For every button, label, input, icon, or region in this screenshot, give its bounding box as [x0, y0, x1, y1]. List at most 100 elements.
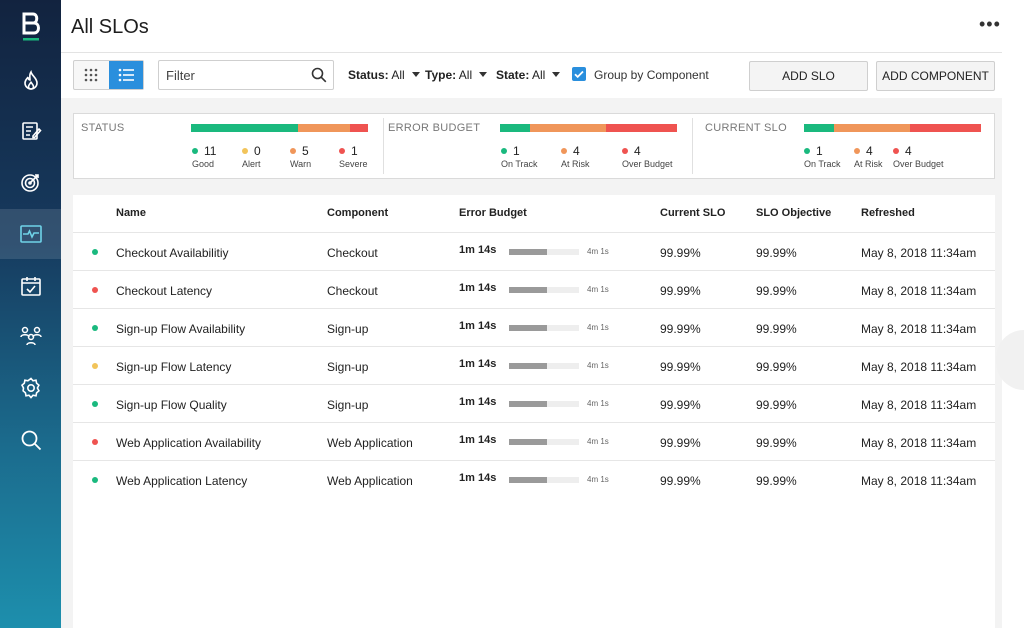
refreshed-timestamp: May 8, 2018 11:34am [861, 360, 977, 374]
nav-targets[interactable] [0, 157, 61, 207]
table-row[interactable]: Sign-up Flow Availability Sign-up 1m 14s 4m… [73, 308, 995, 346]
current-slo-at-risk[interactable]: 4 At Risk [854, 144, 883, 169]
table-row[interactable]: Web Application Latency Web Application 1m… [73, 460, 995, 498]
table-row[interactable]: Checkout Availabilitiy Checkout 1m 14s 4m 1… [73, 232, 995, 270]
slo-component: Web Application [327, 474, 413, 488]
refreshed-timestamp: May 8, 2018 11:34am [861, 474, 977, 488]
current-slo-bar-over-budget [910, 124, 981, 132]
status-warn-count: 5 [302, 144, 309, 158]
status-dot [804, 148, 810, 154]
more-options-icon[interactable]: ••• [979, 14, 1001, 34]
error-budget-bar-fill [509, 325, 547, 331]
error-budget-bar [509, 363, 579, 369]
search-icon[interactable] [311, 67, 327, 83]
status-indicator-dot [92, 401, 98, 407]
error-budget-bar-fill [509, 363, 547, 369]
error-budget-total: 4m 1s [587, 437, 609, 446]
current-slo-value: 99.99% [660, 246, 701, 260]
chevron-down-icon [411, 72, 420, 77]
summary-divider [692, 118, 693, 174]
filter-input[interactable] [159, 61, 299, 89]
refreshed-timestamp: May 8, 2018 11:34am [861, 436, 977, 450]
error-budget-total: 4m 1s [587, 285, 609, 294]
status-dot [290, 148, 296, 154]
status-indicator-dot [92, 363, 98, 369]
error-budget-used: 1m 14s [459, 434, 497, 446]
error-budget-at-risk[interactable]: 4 At Risk [561, 144, 590, 169]
column-header-refreshed[interactable]: Refreshed [861, 207, 915, 219]
current-slo-value: 99.99% [660, 436, 701, 450]
nav-incidents[interactable] [0, 56, 61, 106]
current-slo-summary-bar [804, 124, 981, 132]
error-budget-on-track[interactable]: 1 On Track [501, 144, 538, 169]
state-dropdown[interactable]: State: All [496, 68, 561, 82]
column-header-error-budget[interactable]: Error Budget [459, 207, 527, 219]
table-row[interactable]: Web Application Availability Web Applicat… [73, 422, 995, 460]
search-icon [21, 430, 41, 451]
slo-objective-value: 99.99% [756, 322, 797, 336]
grid-view-button[interactable] [74, 61, 109, 89]
view-toggle [73, 60, 144, 90]
slo-objective-value: 99.99% [756, 436, 797, 450]
status-dot [893, 148, 899, 154]
status-dot [561, 148, 567, 154]
table-row[interactable]: Checkout Latency Checkout 1m 14s 4m 1s 99.99… [73, 270, 995, 308]
group-by-component-label[interactable]: Group by Component [594, 68, 709, 82]
checklist-edit-icon [21, 122, 42, 140]
refreshed-timestamp: May 8, 2018 11:34am [861, 284, 977, 298]
status-dropdown[interactable]: Status: All [348, 68, 420, 82]
status-alert[interactable]: 0 Alert [242, 144, 261, 169]
nav-slos[interactable] [0, 209, 61, 259]
slo-name: Sign-up Flow Latency [116, 360, 232, 374]
checkmark-icon [574, 70, 584, 79]
add-component-button[interactable]: ADD COMPONENT [876, 61, 995, 91]
column-header-current-slo[interactable]: Current SLO [660, 207, 726, 219]
status-dot [501, 148, 507, 154]
status-good[interactable]: 11 Good [192, 144, 216, 169]
current-slo-on-track-count: 1 [816, 144, 823, 158]
status-severe[interactable]: 1 Severe [339, 144, 368, 169]
status-dot [339, 148, 345, 154]
error-budget-bar [509, 325, 579, 331]
current-slo-on-track[interactable]: 1 On Track [804, 144, 841, 169]
status-warn[interactable]: 5 Warn [290, 144, 311, 169]
column-header-slo-objective[interactable]: SLO Objective [756, 207, 832, 219]
add-slo-button[interactable]: ADD SLO [749, 61, 868, 91]
slo-name: Web Application Latency [116, 474, 248, 488]
column-header-component[interactable]: Component [327, 207, 389, 219]
status-dropdown-label: Status: [348, 68, 389, 82]
nav-team[interactable] [0, 311, 61, 361]
error-budget-bar [509, 401, 579, 407]
table-row[interactable]: Sign-up Flow Quality Sign-up 1m 14s 4m 1s 99… [73, 384, 995, 422]
current-slo-over-budget[interactable]: 4 Over Budget [893, 144, 944, 169]
slo-objective-value: 99.99% [756, 398, 797, 412]
sidebar [0, 0, 61, 628]
error-budget-bar [509, 477, 579, 483]
status-dot [622, 148, 628, 154]
status-alert-count: 0 [254, 144, 261, 158]
nav-settings[interactable] [0, 363, 61, 413]
group-by-component-checkbox[interactable] [572, 67, 586, 81]
list-view-button[interactable] [108, 61, 143, 89]
current-slo-at-risk-label: At Risk [854, 159, 883, 169]
error-budget-total: 4m 1s [587, 361, 609, 370]
nav-search[interactable] [0, 415, 61, 465]
nav-calendar[interactable] [0, 261, 61, 311]
table-row[interactable]: Sign-up Flow Latency Sign-up 1m 14s 4m 1s 99… [73, 346, 995, 384]
current-slo-over-budget-label: Over Budget [893, 159, 944, 169]
column-header-name[interactable]: Name [116, 207, 146, 219]
status-indicator-dot [92, 325, 98, 331]
error-budget-over-budget[interactable]: 4 Over Budget [622, 144, 673, 169]
current-slo-value: 99.99% [660, 360, 701, 374]
page-title: All SLOs [71, 16, 149, 38]
slo-objective-value: 99.99% [756, 360, 797, 374]
slo-objective-value: 99.99% [756, 284, 797, 298]
error-budget-over-budget-count: 4 [634, 144, 641, 158]
current-slo-value: 99.99% [660, 474, 701, 488]
type-dropdown[interactable]: Type: All [425, 68, 488, 82]
brand-logo-icon[interactable] [18, 10, 44, 42]
type-dropdown-label: Type: [425, 68, 457, 82]
nav-reports[interactable] [0, 106, 61, 156]
filter-field [158, 60, 334, 90]
refreshed-timestamp: May 8, 2018 11:34am [861, 246, 977, 260]
